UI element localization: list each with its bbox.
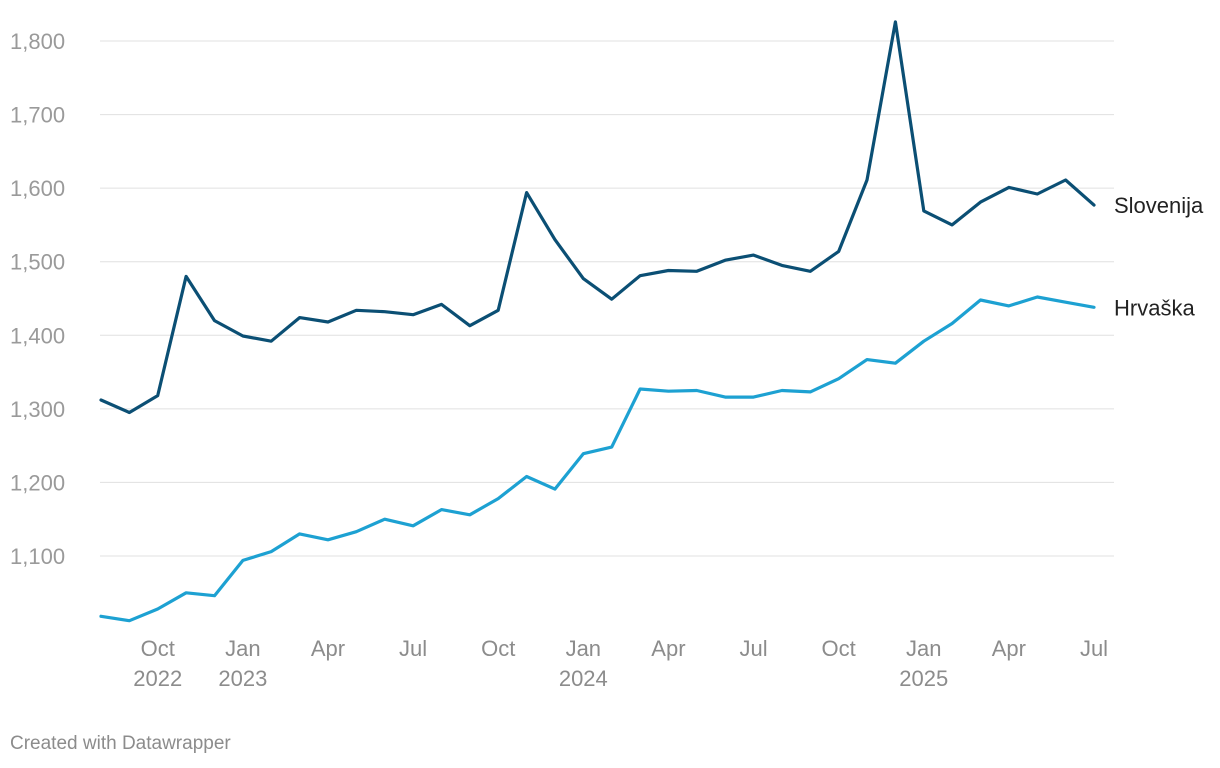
series-line-slovenija: [99, 20, 1096, 415]
y-tick-label: 1,400: [10, 323, 65, 348]
y-tick-label: 1,800: [10, 29, 65, 54]
x-tick-year-label: 2025: [899, 666, 948, 691]
x-tick-label: Apr: [651, 636, 685, 661]
x-tick-label: Oct: [141, 636, 175, 661]
series-line-hrva-ka: [99, 295, 1096, 623]
y-tick-label: 1,500: [10, 250, 65, 275]
x-tick-label: Jan: [566, 636, 601, 661]
x-tick-label: Jan: [906, 636, 941, 661]
x-tick-label: Oct: [822, 636, 856, 661]
x-axis-ticks: Oct 2022 Jan 2023 Apr Jul Oct Jan 2024 Apr Jul Oct J…: [133, 636, 1108, 691]
footer-credit: Created with Datawrapper: [10, 733, 231, 754]
series-labels: Slovenija Hrvaška: [1114, 193, 1204, 320]
gridlines: [100, 40, 1114, 557]
series-label-slovenija: Slovenija: [1114, 193, 1204, 218]
y-tick-label: 1,100: [10, 544, 65, 569]
series-label-hrva-ka: Hrvaška: [1114, 295, 1195, 320]
y-axis-ticks: 1,100 1,200 1,300 1,400 1,500 1,600 1,700 1,800: [10, 29, 65, 569]
x-tick-label: Jan: [225, 636, 260, 661]
y-tick-label: 1,200: [10, 470, 65, 495]
x-tick-label: Apr: [311, 636, 345, 661]
x-tick-year-label: 2023: [218, 666, 267, 691]
x-tick-label: Jul: [399, 636, 427, 661]
x-tick-year-label: 2024: [559, 666, 608, 691]
x-tick-label: Apr: [992, 636, 1026, 661]
y-tick-label: 1,600: [10, 176, 65, 201]
x-tick-label: Jul: [739, 636, 767, 661]
y-tick-label: 1,700: [10, 103, 65, 128]
series-lines: [99, 20, 1096, 623]
x-tick-label: Jul: [1080, 636, 1108, 661]
y-tick-label: 1,300: [10, 397, 65, 422]
x-tick-year-label: 2022: [133, 666, 182, 691]
x-tick-label: Oct: [481, 636, 515, 661]
